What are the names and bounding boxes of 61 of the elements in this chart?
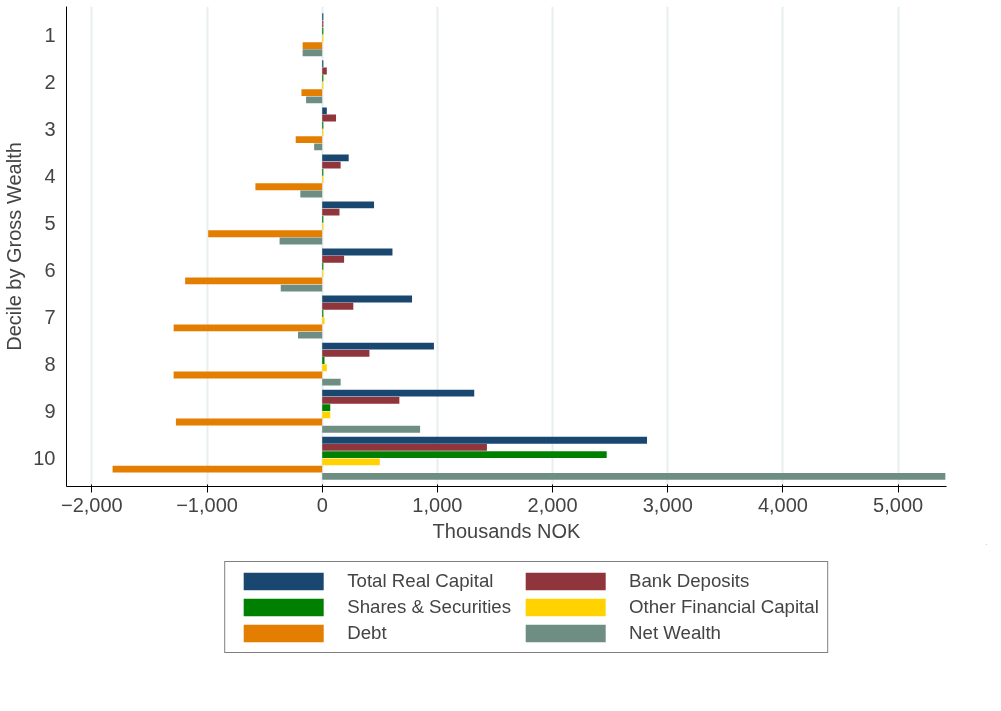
bar: [301, 89, 323, 97]
bar: [322, 411, 331, 419]
bar: [173, 324, 323, 332]
bar: [322, 378, 341, 386]
bar: [185, 277, 323, 285]
bar: [322, 436, 648, 444]
y-tick-label: 2: [44, 70, 56, 93]
bar: [322, 389, 475, 397]
bar: [322, 357, 325, 364]
bar: [322, 396, 400, 404]
y-tick-label: 9: [44, 400, 56, 423]
legend-label: Shares & Securities: [347, 595, 512, 618]
y-tick-label: 1: [44, 23, 56, 46]
bar: [322, 404, 331, 412]
legend-label: Other Financial Capital: [629, 595, 819, 618]
bar: [322, 472, 946, 480]
y-tick-label: 8: [44, 353, 56, 376]
bar: [302, 42, 323, 49]
y-tick-label: 10: [33, 447, 56, 470]
bar: [322, 349, 370, 357]
x-axis-title: Thousands NOK: [432, 519, 582, 542]
legend-label: Bank Deposits: [629, 569, 750, 592]
bar: [322, 255, 345, 263]
bar: [322, 107, 327, 115]
bar: [322, 364, 327, 372]
bar: [314, 143, 323, 151]
x-tick-label: −1,000: [176, 493, 238, 516]
x-tick-label: 5,000: [873, 493, 924, 516]
bar: [322, 302, 354, 310]
x-tick-label: 3,000: [642, 493, 693, 516]
y-axis-title: Decile by Gross Wealth: [3, 142, 26, 351]
x-tick-label: 0: [316, 493, 328, 516]
bar: [112, 465, 323, 473]
bar: [322, 208, 340, 216]
bar: [295, 136, 323, 144]
bar: [302, 49, 323, 57]
y-tick-label: 5: [44, 211, 56, 234]
x-tick-label: 4,000: [757, 493, 808, 516]
legend-label: Net Wealth: [629, 621, 721, 644]
bar: [208, 230, 323, 238]
y-tick-label: 6: [44, 259, 56, 282]
bar: [322, 67, 327, 75]
bar: [322, 342, 434, 350]
y-tick-label: 3: [44, 117, 56, 140]
x-tick-label: 1,000: [412, 493, 463, 516]
bar: [322, 458, 380, 466]
bar: [322, 161, 341, 169]
x-tick-label: 2,000: [527, 493, 578, 516]
bar: [306, 96, 323, 104]
bar: [322, 444, 487, 451]
y-tick-label: 7: [44, 306, 56, 329]
y-tick-label: 4: [44, 164, 56, 187]
x-tick-label: −2,000: [60, 493, 123, 516]
legend-label: Debt: [347, 621, 387, 644]
bar: [322, 425, 421, 433]
bar: [322, 154, 349, 162]
bar: [298, 331, 323, 339]
legend-label: Total Real Capital: [347, 569, 494, 592]
bar: [322, 317, 325, 325]
bar: [255, 183, 323, 191]
bar: [322, 451, 607, 459]
